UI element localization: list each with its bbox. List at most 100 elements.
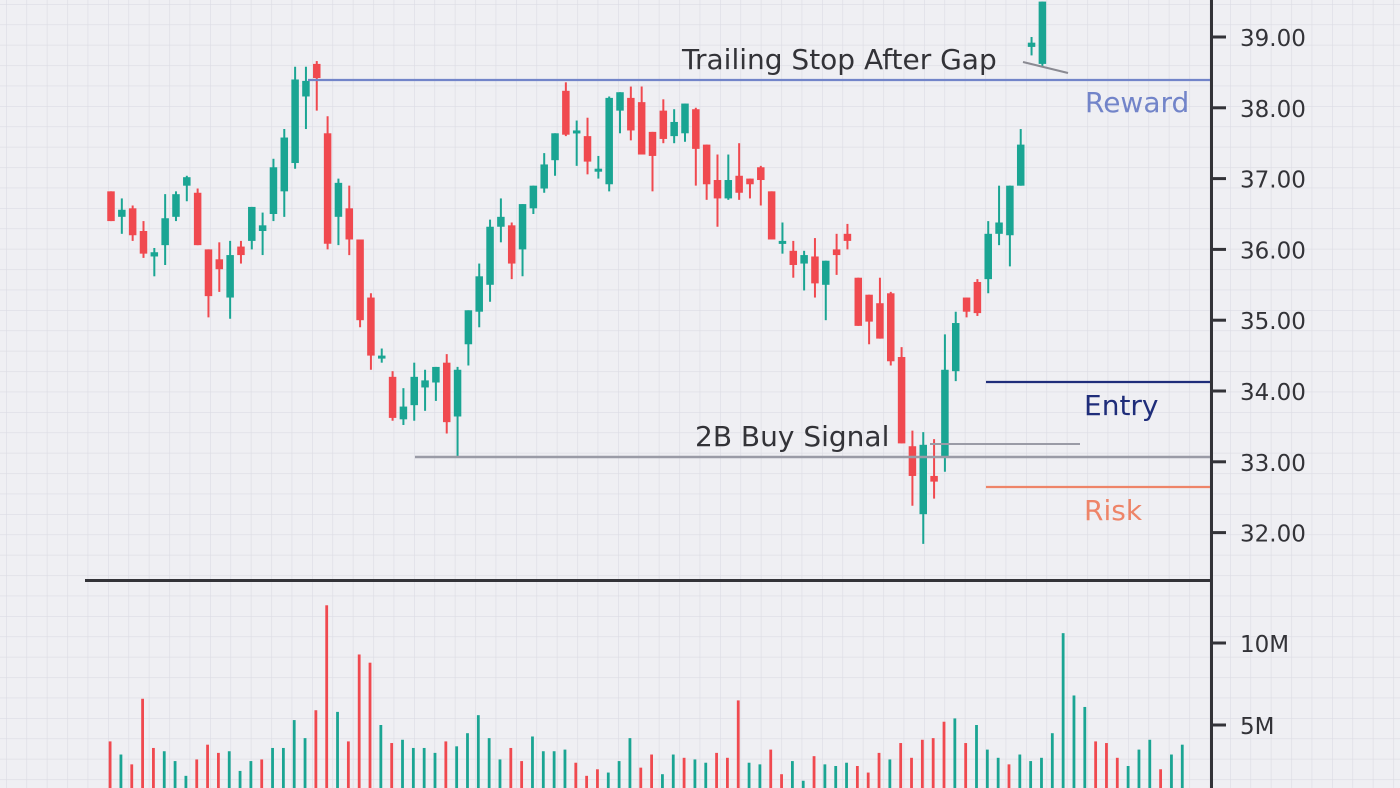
candle xyxy=(388,371,397,421)
candle xyxy=(648,131,657,192)
candle xyxy=(464,310,473,366)
volume-bar xyxy=(238,770,242,788)
candle xyxy=(518,204,527,277)
volume-bar xyxy=(726,757,729,788)
candle xyxy=(475,263,483,328)
volume-bar xyxy=(801,780,805,788)
candle xyxy=(248,206,256,250)
candle xyxy=(800,250,808,291)
candle xyxy=(854,277,863,326)
candle xyxy=(356,239,364,328)
trailing-stop-label: Trailing Stop After Gap xyxy=(681,43,997,76)
volume-bar xyxy=(975,725,978,788)
volume-bar xyxy=(780,774,783,788)
volume-bar xyxy=(141,698,144,788)
candle xyxy=(118,198,126,234)
candle xyxy=(107,191,115,222)
candle xyxy=(767,191,776,240)
candle xyxy=(421,369,429,411)
candle xyxy=(702,144,711,200)
candle xyxy=(1038,1,1047,67)
volume-bar xyxy=(1159,769,1163,788)
volume-bar xyxy=(314,710,318,788)
volume-bar xyxy=(1094,741,1098,788)
volume-bar xyxy=(715,752,718,788)
price-tick-label: 33.00 xyxy=(1240,451,1306,477)
volume-bar xyxy=(1072,695,1076,788)
price-tick-label: 35.00 xyxy=(1240,309,1306,335)
volume-bar xyxy=(422,747,426,788)
candle xyxy=(919,432,927,544)
volume-bar xyxy=(466,733,469,788)
volume-bar xyxy=(964,743,968,788)
volume-bar xyxy=(628,738,632,788)
volume-bar xyxy=(823,764,827,788)
volume-bar xyxy=(1007,764,1011,788)
candle xyxy=(193,188,202,246)
candle xyxy=(637,86,646,155)
volume-bar xyxy=(661,774,664,788)
volume-bar xyxy=(888,759,892,788)
candle xyxy=(540,153,548,193)
volume-bar xyxy=(162,751,166,788)
price-tick-label: 39.00 xyxy=(1240,26,1306,52)
candle xyxy=(204,249,213,318)
candle xyxy=(291,66,299,169)
volume-bar xyxy=(617,761,621,788)
volume-bar xyxy=(790,761,794,788)
volume-bar xyxy=(736,700,740,788)
volume-bar xyxy=(1180,744,1184,788)
candle xyxy=(302,66,310,130)
volume-bar xyxy=(184,775,188,788)
candle xyxy=(507,222,516,280)
candle xyxy=(735,143,743,200)
volume-bar xyxy=(1137,749,1141,788)
volume-bar xyxy=(152,747,155,788)
candle xyxy=(378,348,386,363)
volume-bar xyxy=(368,662,372,788)
candle xyxy=(1016,129,1025,186)
volume-bar xyxy=(1105,743,1108,788)
candle xyxy=(215,242,224,292)
volume-bar xyxy=(292,720,296,788)
volume-bar xyxy=(606,772,610,788)
volume-bar xyxy=(704,762,708,788)
reward-label: Reward xyxy=(1085,86,1189,119)
volume-bar xyxy=(1029,761,1033,788)
candle xyxy=(822,260,830,321)
volume-bar xyxy=(585,775,589,788)
price-tick-label: 32.00 xyxy=(1240,522,1306,548)
candle xyxy=(865,294,873,345)
candle xyxy=(334,178,343,246)
candle xyxy=(757,165,765,206)
volume-bar xyxy=(834,766,838,788)
candle xyxy=(128,205,137,241)
volume-bar xyxy=(108,741,112,788)
candle xyxy=(930,439,938,499)
volume-bar xyxy=(357,654,361,788)
candle xyxy=(497,198,505,243)
volume-bar xyxy=(379,725,383,788)
volume-bar xyxy=(1115,757,1119,788)
volume-bar xyxy=(650,754,653,788)
volume-bar xyxy=(996,757,1000,788)
volume-bar xyxy=(195,759,199,788)
candle xyxy=(258,212,267,256)
volume-bar xyxy=(985,749,989,788)
volume-bar xyxy=(509,747,513,788)
candle xyxy=(269,158,278,222)
candle xyxy=(183,175,191,202)
volume-bar xyxy=(639,767,643,788)
volume-bars xyxy=(108,605,1184,788)
volume-bar xyxy=(487,738,491,788)
price-tick-label: 37.00 xyxy=(1240,168,1306,194)
candle xyxy=(616,92,624,134)
volume-bar xyxy=(325,605,329,788)
volume-bar xyxy=(433,752,437,788)
volume-bar xyxy=(206,744,209,788)
candle xyxy=(843,223,852,250)
candle xyxy=(811,238,819,298)
candle xyxy=(984,221,992,294)
volume-tick-label: 10M xyxy=(1240,632,1289,658)
